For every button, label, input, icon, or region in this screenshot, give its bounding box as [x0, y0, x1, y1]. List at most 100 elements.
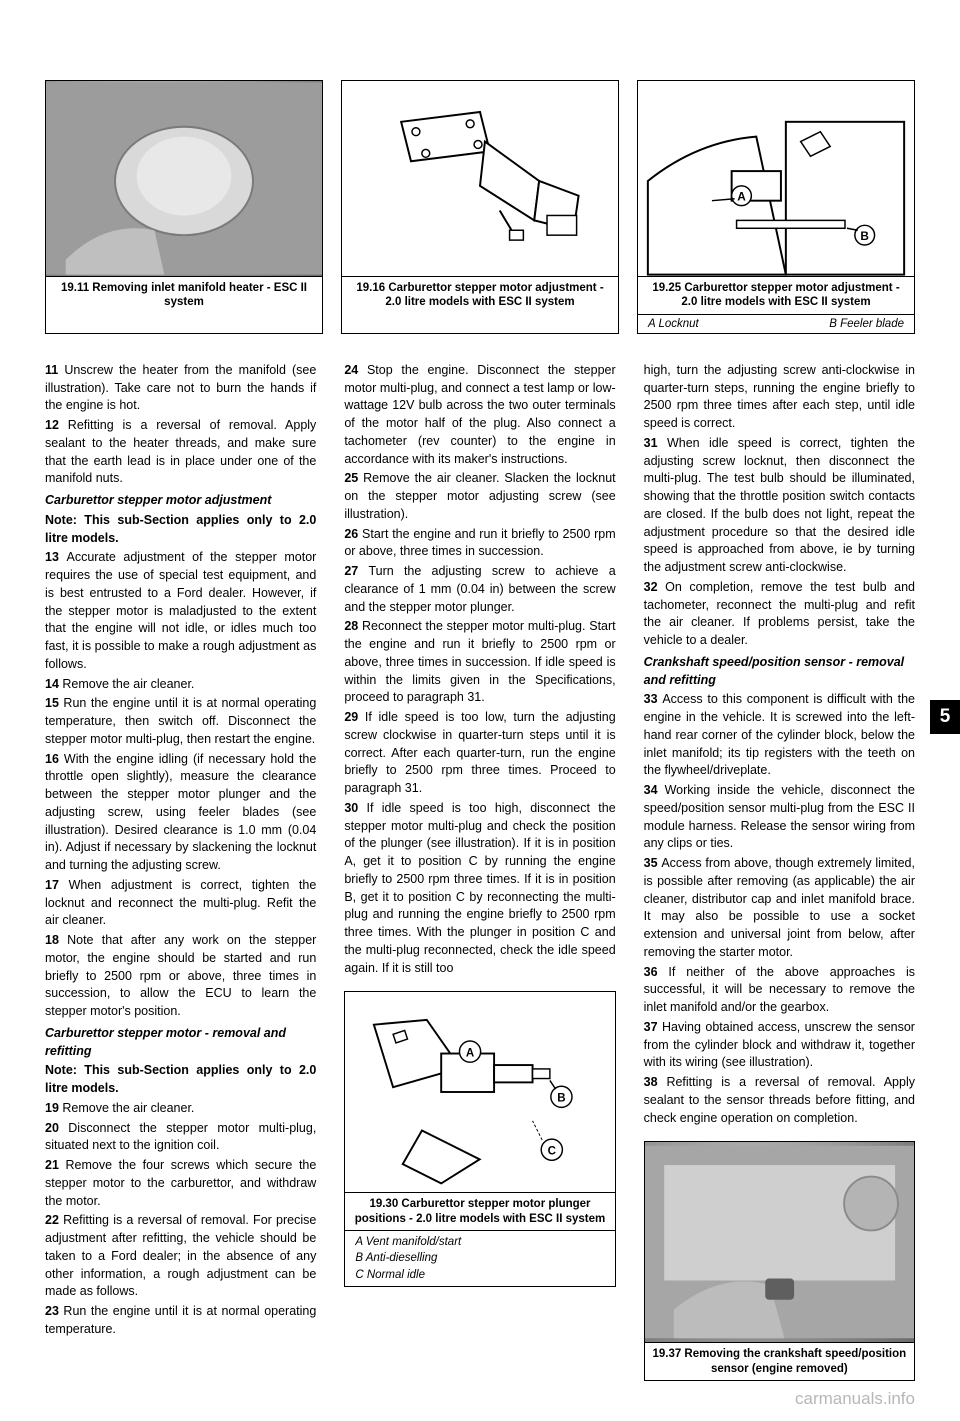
para-16: 16 With the engine idling (if necessary …: [45, 751, 316, 875]
plunger-positions-diagram-icon: A B C: [345, 992, 614, 1192]
para-37: 37 Having obtained access, unscrew the s…: [644, 1019, 915, 1072]
para-24-text: Stop the engine. Disconnect the stepper …: [344, 363, 615, 466]
para-37-text: Having obtained access, unscrew the sens…: [644, 1020, 915, 1070]
para-30: 30 If idle speed is too high, disconnect…: [344, 800, 615, 978]
figure-19-25-subcaption: A Locknut B Feeler blade: [638, 314, 914, 333]
para-29: 29 If idle speed is too low, turn the ad…: [344, 709, 615, 798]
para-13: 13 Accurate adjustment of the stepper mo…: [45, 549, 316, 673]
figure-19-30-image: A B C: [345, 992, 614, 1192]
para-17-text: When adjustment is correct, tighten the …: [45, 878, 316, 928]
svg-text:A: A: [737, 190, 746, 204]
para-35-text: Access from above, though extremely limi…: [644, 856, 915, 959]
para-18: 18 Note that after any work on the stepp…: [45, 932, 316, 1021]
para-16-text: With the engine idling (if necessary hol…: [45, 752, 316, 873]
figure-19-11-image: [46, 81, 322, 276]
para-12-text: Refitting is a reversal of removal. Appl…: [45, 418, 316, 485]
para-25-text: Remove the air cleaner. Slacken the lock…: [344, 471, 615, 521]
manifold-heater-photo-icon: [46, 81, 322, 276]
svg-text:B: B: [860, 229, 869, 243]
figure-19-37-caption: 19.37 Removing the crankshaft speed/posi…: [645, 1342, 914, 1380]
figure-19-37: 19.37 Removing the crankshaft speed/posi…: [644, 1141, 915, 1381]
figure-19-16-image: [342, 81, 618, 276]
figure-19-30-sub-c: C Normal idle: [355, 1267, 604, 1283]
para-14-text: Remove the air cleaner.: [62, 677, 194, 691]
para-31: 31 When idle speed is correct, tighten t…: [644, 435, 915, 577]
figure-19-11-caption: 19.11 Removing inlet manifold heater - E…: [46, 276, 322, 314]
para-22-text: Refitting is a reversal of removal. For …: [45, 1213, 316, 1298]
para-30-cont: high, turn the adjusting screw anti-cloc…: [644, 362, 915, 433]
para-36-text: If neither of the above approaches is su…: [644, 965, 915, 1015]
para-22: 22 Refitting is a reversal of removal. F…: [45, 1212, 316, 1301]
para-28: 28 Reconnect the stepper motor multi-plu…: [344, 618, 615, 707]
para-36: 36 If neither of the above approaches is…: [644, 964, 915, 1017]
para-23: 23 Run the engine until it is at normal …: [45, 1303, 316, 1339]
subhead-stepper-rr: Carburettor stepper motor - removal and …: [45, 1025, 316, 1061]
para-19: 19 Remove the air cleaner.: [45, 1100, 316, 1118]
figure-19-25-image: A B: [638, 81, 914, 276]
figure-19-11: 19.11 Removing inlet manifold heater - E…: [45, 80, 323, 334]
figure-19-30-caption: 19.30 Carburettor stepper motor plunger …: [345, 1192, 614, 1230]
figure-19-16: 19.16 Carburettor stepper motor adjustme…: [341, 80, 619, 334]
para-35: 35 Access from above, though extremely l…: [644, 855, 915, 962]
note-stepper-rr: Note: This sub-Section applies only to 2…: [45, 1062, 316, 1098]
figure-19-30: A B C 19.30 Carburettor stepper motor pl…: [344, 991, 615, 1287]
para-34-text: Working inside the vehicle, disconnect t…: [644, 783, 915, 850]
para-31-text: When idle speed is correct, tighten the …: [644, 436, 915, 574]
para-33-text: Access to this component is difficult wi…: [644, 692, 915, 777]
para-14: 14 Remove the air cleaner.: [45, 676, 316, 694]
para-12: 12 Refitting is a reversal of removal. A…: [45, 417, 316, 488]
para-32-text: On completion, remove the test bulb and …: [644, 580, 915, 647]
para-19-text: Remove the air cleaner.: [62, 1101, 194, 1115]
para-17: 17 When adjustment is correct, tighten t…: [45, 877, 316, 930]
para-33: 33 Access to this component is difficult…: [644, 691, 915, 780]
para-27-text: Turn the adjusting screw to achieve a cl…: [344, 564, 615, 614]
stepper-adjustment-diagram-icon: A B: [638, 81, 914, 276]
para-13-text: Accurate adjustment of the stepper motor…: [45, 550, 316, 671]
para-24: 24 Stop the engine. Disconnect the stepp…: [344, 362, 615, 469]
body-columns: 11 Unscrew the heater from the manifold …: [45, 362, 915, 1381]
para-29-text: If idle speed is too low, turn the adjus…: [344, 710, 615, 795]
note-stepper-adjustment: Note: This sub-Section applies only to 2…: [45, 512, 316, 548]
subhead-stepper-adjustment: Carburettor stepper motor adjustment: [45, 492, 316, 510]
figure-19-25-sub-a: A Locknut: [648, 318, 699, 330]
svg-text:B: B: [558, 1093, 566, 1105]
figure-19-25-caption: 19.25 Carburettor stepper motor adjustme…: [638, 276, 914, 314]
para-18-text: Note that after any work on the stepper …: [45, 933, 316, 1018]
para-25: 25 Remove the air cleaner. Slacken the l…: [344, 470, 615, 523]
para-11: 11 Unscrew the heater from the manifold …: [45, 362, 316, 415]
figure-19-30-sub-b: B Anti-dieselling: [355, 1250, 604, 1266]
para-21-text: Remove the four screws which secure the …: [45, 1158, 316, 1208]
subhead-crank-sensor: Crankshaft speed/position sensor - remov…: [644, 654, 915, 690]
svg-text:A: A: [466, 1048, 475, 1060]
para-11-text: Unscrew the heater from the manifold (se…: [45, 363, 316, 413]
para-23-text: Run the engine until it is at normal ope…: [45, 1304, 316, 1336]
crankshaft-sensor-photo-icon: [645, 1142, 914, 1342]
chapter-tab: 5: [930, 700, 960, 734]
para-32: 32 On completion, remove the test bulb a…: [644, 579, 915, 650]
para-30-text: If idle speed is too high, disconnect th…: [344, 801, 615, 975]
para-15-text: Run the engine until it is at normal ope…: [45, 696, 316, 746]
column-1: 11 Unscrew the heater from the manifold …: [45, 362, 316, 1381]
para-38: 38 Refitting is a reversal of removal. A…: [644, 1074, 915, 1127]
figure-row-top: 19.11 Removing inlet manifold heater - E…: [45, 80, 915, 334]
para-20: 20 Disconnect the stepper motor multi-pl…: [45, 1120, 316, 1156]
para-26-text: Start the engine and run it briefly to 2…: [344, 527, 615, 559]
para-21: 21 Remove the four screws which secure t…: [45, 1157, 316, 1210]
figure-19-30-subcaption: A Vent manifold/start B Anti-dieselling …: [345, 1230, 614, 1286]
para-15: 15 Run the engine until it is at normal …: [45, 695, 316, 748]
column-3: high, turn the adjusting screw anti-cloc…: [644, 362, 915, 1381]
watermark: carmanuals.info: [795, 1389, 915, 1409]
para-34: 34 Working inside the vehicle, disconnec…: [644, 782, 915, 853]
figure-19-16-caption: 19.16 Carburettor stepper motor adjustme…: [342, 276, 618, 314]
para-28-text: Reconnect the stepper motor multi-plug. …: [344, 619, 615, 704]
column-2: 24 Stop the engine. Disconnect the stepp…: [344, 362, 615, 1381]
figure-19-25-sub-b: B Feeler blade: [829, 318, 904, 330]
figure-19-30-sub-a: A Vent manifold/start: [355, 1234, 604, 1250]
para-38-text: Refitting is a reversal of removal. Appl…: [644, 1075, 915, 1125]
figure-19-37-image: [645, 1142, 914, 1342]
figure-19-25: A B 19.25 Carburettor stepper motor adju…: [637, 80, 915, 334]
para-20-text: Disconnect the stepper motor multi-plug,…: [45, 1121, 316, 1153]
svg-text:C: C: [548, 1146, 557, 1158]
para-27: 27 Turn the adjusting screw to achieve a…: [344, 563, 615, 616]
para-26: 26 Start the engine and run it briefly t…: [344, 526, 615, 562]
